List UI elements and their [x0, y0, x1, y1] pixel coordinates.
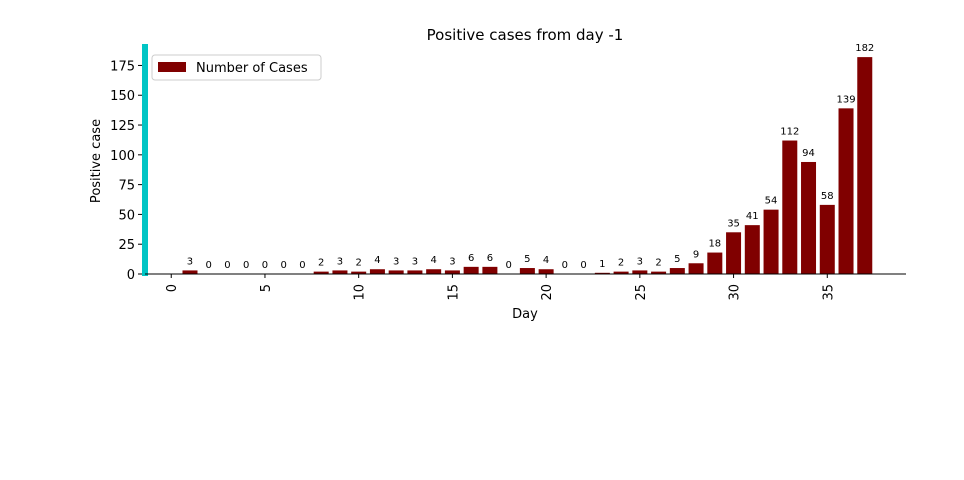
x-tick-label: 15 [446, 284, 461, 301]
y-axis-spine [142, 44, 148, 276]
legend: Number of Cases [151, 54, 322, 81]
bar-day-29 [707, 252, 723, 274]
bar-day-27 [669, 268, 685, 274]
bar-value-label: 3 [337, 256, 343, 267]
bar-value-label: 2 [655, 258, 661, 269]
bar-value-label: 5 [674, 254, 680, 265]
legend-label: Number of Cases [196, 61, 308, 76]
bar-value-label: 54 [765, 196, 778, 207]
bar-value-label: 3 [393, 256, 399, 267]
bar-value-label: 182 [855, 43, 874, 54]
y-tick-label: 100 [110, 149, 135, 164]
bar-value-label: 0 [299, 260, 305, 271]
x-tick-label: 35 [821, 284, 836, 301]
legend-box [151, 54, 322, 81]
bar-value-label: 4 [543, 255, 549, 266]
bar-value-label: 35 [727, 218, 740, 229]
bar-value-label: 3 [412, 256, 418, 267]
y-tick-label: 75 [118, 179, 135, 194]
bar-labels-group: 3 0 0 0 0 0 0 2 3 2 4 3 3 4 3 6 605 4 0 0 1 2 3 2 5 9183541541129… [187, 43, 875, 271]
bar-day-20 [538, 269, 554, 274]
bar-value-label: 6 [487, 253, 493, 264]
legend-swatch [158, 62, 186, 72]
y-tick-label: 150 [110, 89, 135, 104]
bar-day-10 [351, 271, 367, 274]
bar-value-label: 58 [821, 191, 834, 202]
bar-day-19 [519, 268, 535, 274]
bar-day-13 [407, 270, 423, 274]
bar-value-label: 41 [746, 211, 759, 222]
bar-value-label: 0 [562, 260, 568, 271]
y-tick-label: 25 [118, 238, 135, 253]
bar-value-label: 139 [836, 94, 855, 105]
bar-value-label: 4 [430, 255, 436, 266]
bar-value-label: 1 [599, 259, 605, 270]
bar-value-label: 18 [708, 239, 721, 250]
bar-day-25 [632, 270, 648, 274]
bar-day-35 [819, 204, 835, 274]
x-tick-label: 25 [634, 284, 649, 301]
bar-value-label: 3 [449, 256, 455, 267]
bar-day-16 [463, 266, 479, 274]
bars-group [182, 57, 873, 274]
bar-day-28 [688, 263, 704, 274]
bar-value-label: 0 [224, 260, 230, 271]
bar-day-34 [801, 161, 817, 274]
bar-value-label: 0 [281, 260, 287, 271]
y-axis-label: Positive case [89, 119, 104, 203]
bar-day-14 [426, 269, 442, 274]
chart-title: Positive cases from day -1 [427, 26, 624, 44]
y-ticks-group: 0 25 50 75 100 125 150 175 [110, 59, 142, 283]
bar-value-label: 94 [802, 148, 815, 159]
bar-day-8 [313, 271, 329, 274]
bar-day-36 [838, 108, 854, 274]
bar-day-24 [613, 271, 629, 274]
bar-day-33 [782, 140, 798, 274]
bar-day-23 [594, 272, 610, 274]
x-tick-label: 20 [540, 284, 555, 301]
bar-value-label: 0 [262, 260, 268, 271]
bar-value-label: 4 [374, 255, 380, 266]
bar-day-12 [388, 270, 404, 274]
bar-day-37 [857, 57, 873, 274]
x-tick-label: 30 [728, 284, 743, 301]
bar-day-31 [744, 225, 760, 274]
bar-day-26 [651, 271, 667, 274]
bar-value-label: 3 [187, 256, 193, 267]
bar-value-label: 0 [505, 260, 511, 271]
bar-day-1 [182, 270, 198, 274]
bar-value-label: 0 [580, 260, 586, 271]
bar-value-label: 5 [524, 254, 530, 265]
x-tick-label: 0 [165, 284, 180, 292]
bar-day-9 [332, 270, 348, 274]
y-tick-label: 50 [118, 208, 135, 223]
bar-value-label: 2 [618, 258, 624, 269]
x-tick-label: 10 [353, 284, 368, 301]
bar-value-label: 2 [355, 258, 361, 269]
bar-value-label: 0 [243, 260, 249, 271]
bar-day-17 [482, 266, 498, 274]
bar-value-label: 6 [468, 253, 474, 264]
x-ticks-group: 0 5 10 15 20 25 30 35 [165, 274, 836, 301]
bar-value-label: 0 [206, 260, 212, 271]
bar-value-label: 112 [780, 127, 799, 138]
bar-day-15 [444, 270, 460, 274]
bar-day-30 [726, 232, 742, 274]
bar-value-label: 2 [318, 258, 324, 269]
x-axis-label: Day [512, 307, 538, 322]
y-tick-label: 125 [110, 119, 135, 134]
y-tick-label: 175 [110, 59, 135, 74]
x-tick-label: 5 [259, 284, 274, 292]
bar-day-32 [763, 209, 779, 274]
bar-day-11 [369, 269, 385, 274]
y-tick-label: 0 [127, 268, 135, 283]
bar-value-label: 9 [693, 249, 699, 260]
bar-value-label: 3 [637, 256, 643, 267]
